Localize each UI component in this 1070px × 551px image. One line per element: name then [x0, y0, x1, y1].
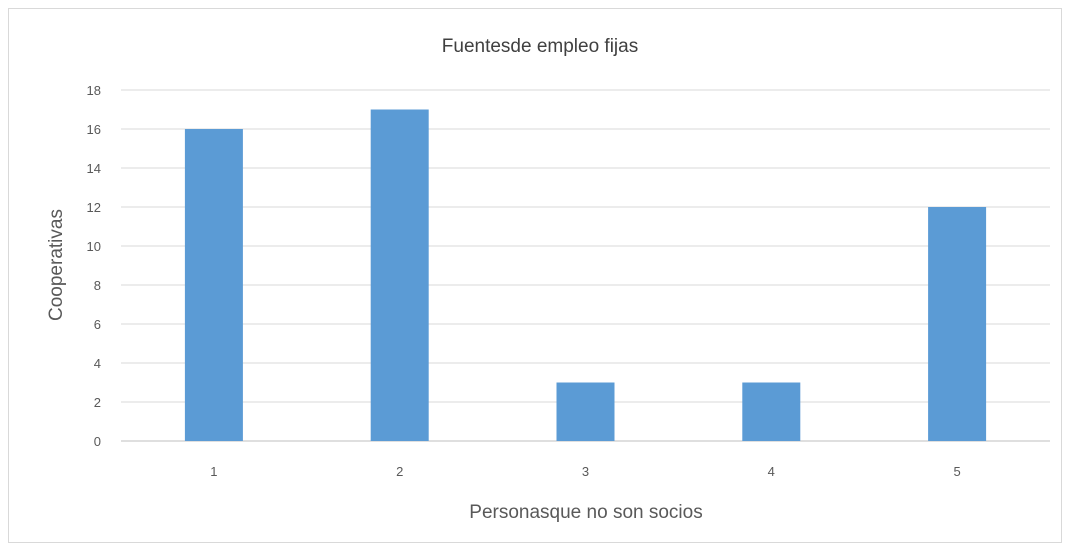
bar-5 — [928, 207, 987, 441]
y-tick-label: 18 — [87, 83, 101, 98]
x-tick-label: 4 — [768, 464, 775, 479]
y-tick-label: 14 — [87, 161, 101, 176]
x-axis-label: Personasque no son socios — [469, 502, 702, 523]
x-tick-label: 1 — [210, 464, 217, 479]
y-axis-label: Cooperativas — [46, 209, 67, 321]
bar-4 — [742, 382, 801, 441]
bar-1 — [184, 129, 243, 441]
bar-2 — [370, 109, 429, 441]
y-axis-ticks: 0 2 4 6 8 10 12 14 16 18 — [87, 83, 101, 449]
chart-title: Fuentesde empleo fijas — [442, 36, 638, 57]
x-tick-label: 5 — [953, 464, 960, 479]
y-tick-label: 10 — [87, 239, 101, 254]
y-tick-label: 4 — [94, 356, 101, 371]
bar-3 — [556, 382, 615, 441]
x-tick-label: 3 — [582, 464, 589, 479]
y-tick-label: 0 — [94, 434, 101, 449]
x-tick-label: 2 — [396, 464, 403, 479]
y-tick-label: 12 — [87, 200, 101, 215]
y-tick-label: 2 — [94, 395, 101, 410]
gridlines — [121, 89, 1050, 442]
bars — [184, 109, 987, 441]
y-tick-label: 16 — [87, 122, 101, 137]
chart-frame — [8, 8, 1062, 543]
x-axis-ticks: 1 2 3 4 5 — [210, 464, 960, 479]
y-tick-label: 6 — [94, 317, 101, 332]
y-tick-label: 8 — [94, 278, 101, 293]
